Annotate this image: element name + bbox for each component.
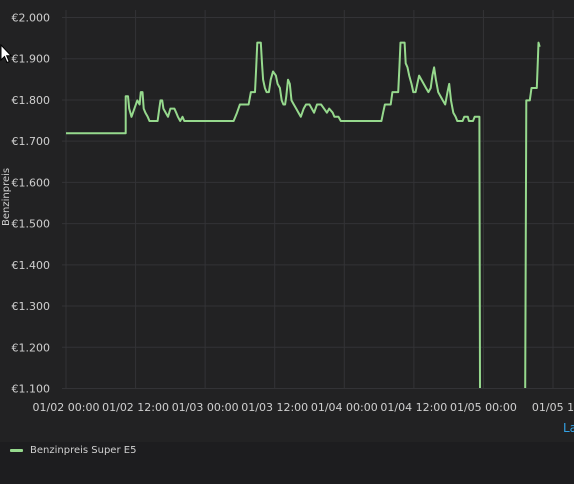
x-tick-label: 01/02 12:00 <box>102 401 169 414</box>
x-tick-label: 01/02 00:00 <box>33 401 100 414</box>
y-tick-label: €1.500 <box>12 218 51 231</box>
legend-color-swatch <box>10 449 23 452</box>
y-tick-label: €1.100 <box>12 383 51 396</box>
y-tick-label: €1.800 <box>12 94 51 107</box>
y-tick-label: €1.300 <box>12 300 51 313</box>
legend-item-benzinpreis-super-e5[interactable]: Benzinpreis Super E5 <box>10 445 136 456</box>
x-tick-label: 01/03 12:00 <box>241 401 308 414</box>
x-axis-ticks: 01/02 00:00 01/02 12:00 01/03 00:00 01/03 1… <box>33 401 574 414</box>
x-tick-label: 01/03 00:00 <box>172 401 239 414</box>
x-tick-label: 01/04 12:00 <box>380 401 447 414</box>
y-tick-label: €1.200 <box>12 341 51 354</box>
legend: Benzinpreis Super E5 <box>0 442 574 484</box>
y-tick-label: €1.700 <box>12 135 51 148</box>
y-tick-label: €1.900 <box>12 53 51 66</box>
legend-label: Benzinpreis Super E5 <box>30 445 137 456</box>
mouse-cursor-icon <box>0 44 12 64</box>
y-tick-label: €1.600 <box>12 176 51 189</box>
x-tick-label: 01/04 00:00 <box>311 401 378 414</box>
x-tick-label: 01/05 00:00 <box>450 401 517 414</box>
y-axis-label: Benzinpreis <box>1 168 12 226</box>
series-line-benzinpreis-super-e5 <box>66 41 541 388</box>
grid-lines <box>62 10 574 389</box>
x-tick-label: 01/05 1 <box>532 401 574 414</box>
y-tick-label: €1.400 <box>12 259 51 272</box>
y-tick-label: €2.000 <box>12 12 51 25</box>
truncated-link[interactable]: La <box>563 421 574 435</box>
y-axis-ticks: €2.000 €1.900 €1.800 €1.700 €1.600 €1.500 €1.4… <box>12 12 51 396</box>
